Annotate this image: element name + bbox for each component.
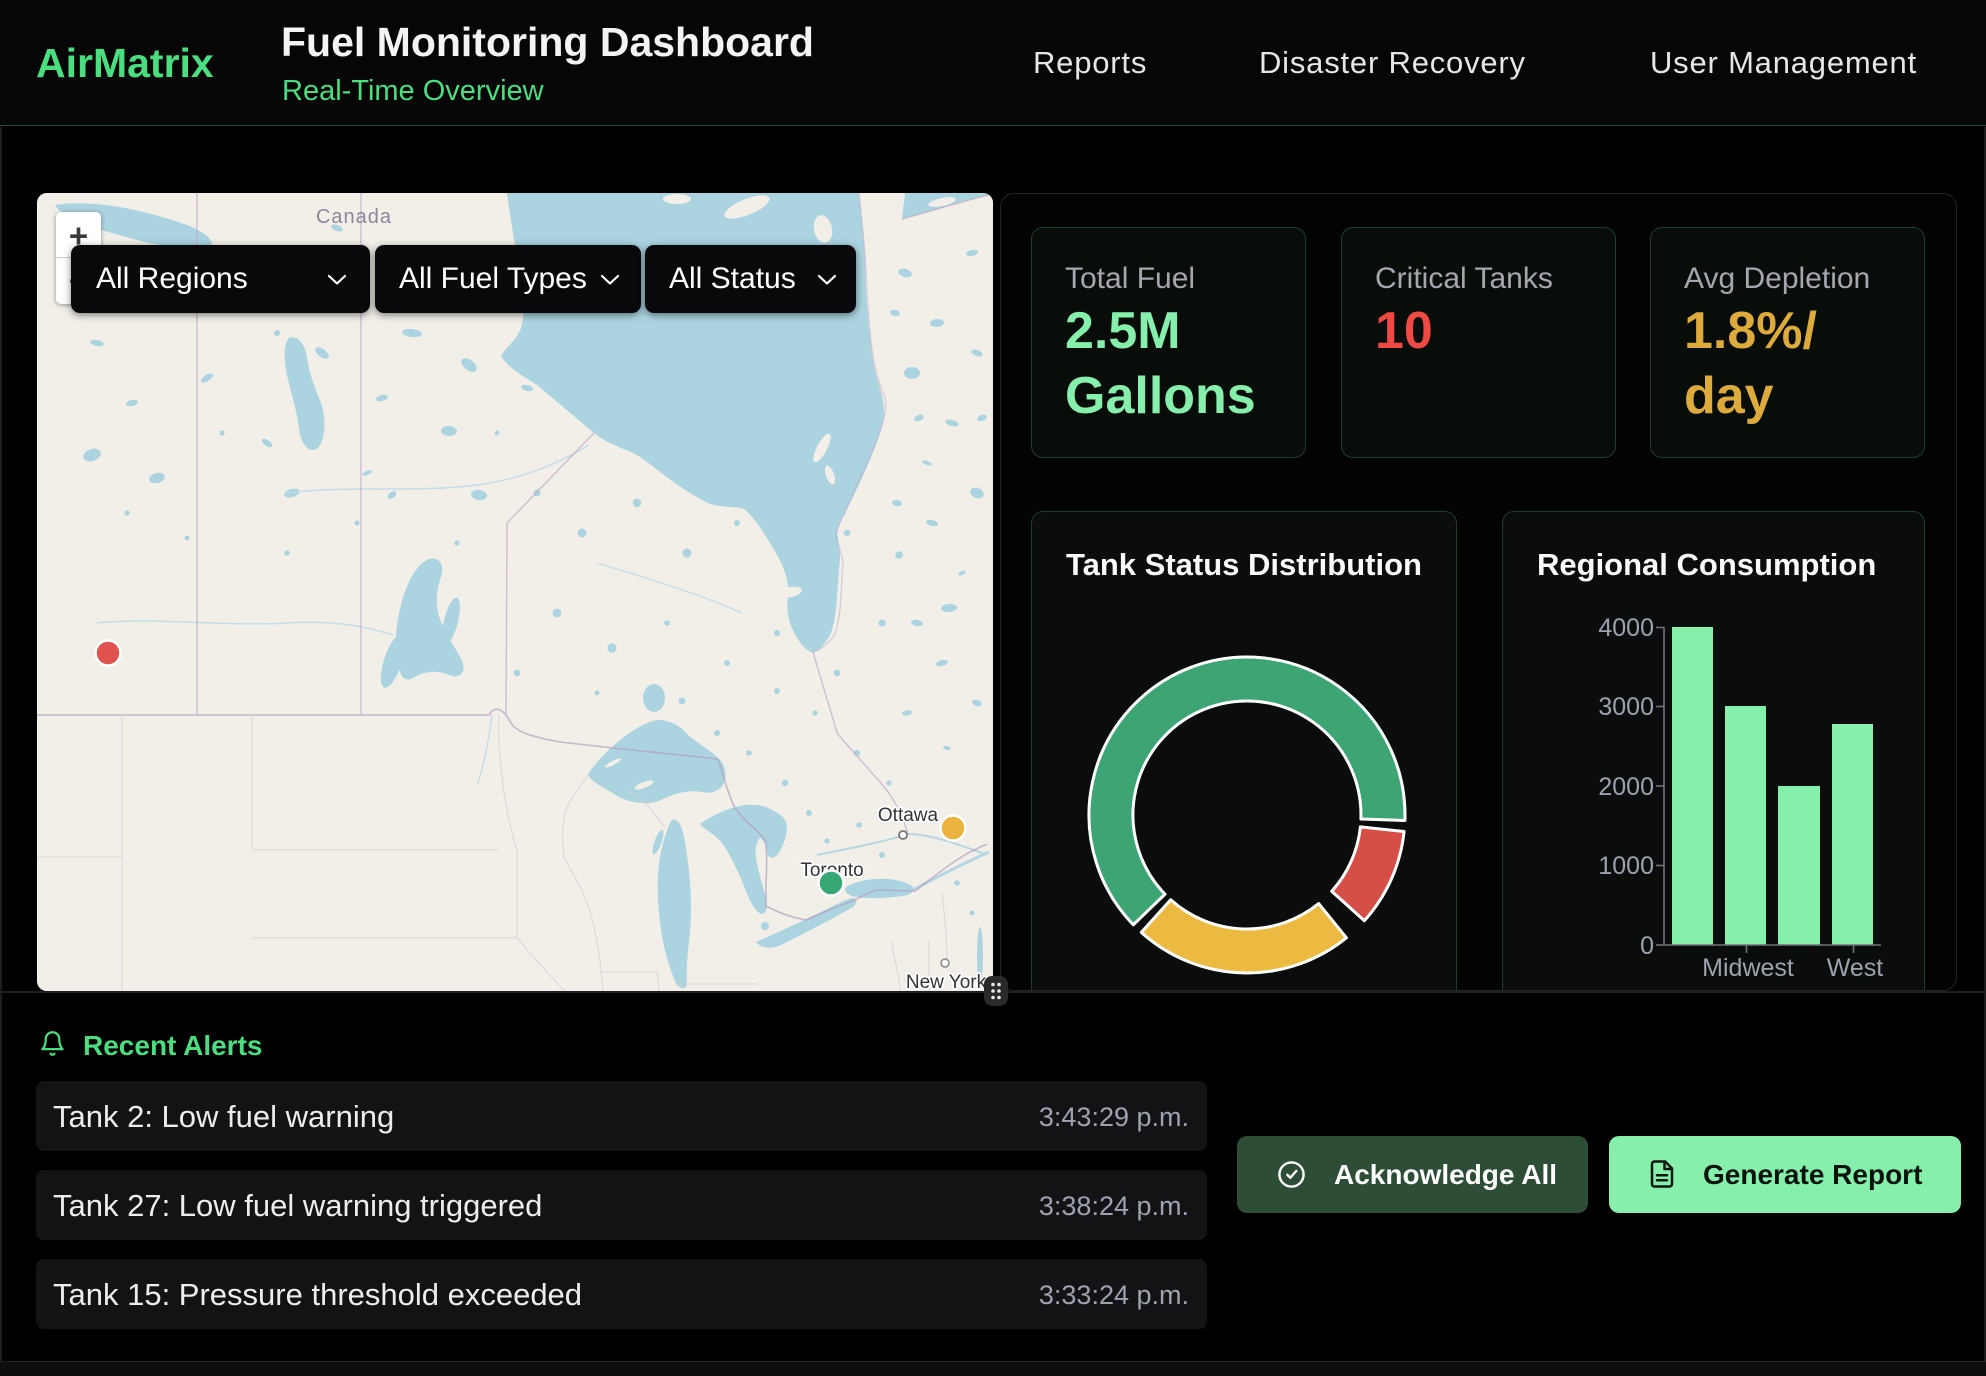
svg-text:3000: 3000: [1598, 693, 1654, 721]
svg-text:1000: 1000: [1598, 852, 1654, 880]
svg-text:4000: 4000: [1598, 614, 1654, 642]
svg-text:0: 0: [1640, 932, 1654, 960]
svg-text:New York: New York: [906, 972, 987, 991]
svg-text:West: West: [1827, 954, 1884, 982]
svg-text:Canada: Canada: [316, 206, 392, 228]
svg-text:2000: 2000: [1598, 773, 1654, 801]
svg-text:Midwest: Midwest: [1702, 954, 1794, 982]
svg-text:Ottawa: Ottawa: [878, 805, 939, 826]
